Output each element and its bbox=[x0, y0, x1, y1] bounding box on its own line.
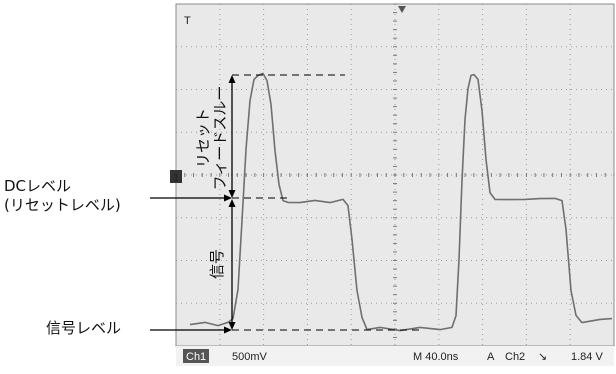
ch1-marker-label: 1 bbox=[173, 172, 179, 184]
dc-level-label-line2: (リセットレベル) bbox=[4, 196, 121, 214]
arrowhead-up-1 bbox=[228, 75, 236, 83]
trigger-source: Ch2 bbox=[505, 351, 525, 363]
timebase: M 40.0ns bbox=[413, 351, 459, 363]
channel-badge bbox=[183, 349, 209, 363]
trigger-position-marker bbox=[398, 6, 406, 13]
signal-level-label: 信号レベル bbox=[46, 319, 122, 337]
trigger-slope-icon: ↘ bbox=[538, 351, 547, 363]
dc-level-leader-arrowhead bbox=[224, 194, 232, 202]
dc-level-label-line1: DCレベル bbox=[4, 177, 72, 195]
trigger-mode: A bbox=[487, 351, 495, 363]
reset-label-rotated: リセット bbox=[194, 108, 212, 168]
arrowhead-down-1 bbox=[228, 190, 236, 198]
signal-level-leader-arrowhead bbox=[224, 326, 232, 334]
channel-badge-label: Ch1 bbox=[186, 351, 206, 363]
trigger-marker-label: T bbox=[184, 15, 191, 27]
volts-per-div: 500mV bbox=[232, 351, 268, 363]
arrowhead-up-2 bbox=[228, 199, 236, 207]
graticule-ticks bbox=[175, 3, 615, 347]
signal-label-rotated: 信号 bbox=[208, 249, 226, 279]
trigger-level: 1.84 V bbox=[571, 351, 603, 363]
ch1-ground-marker bbox=[170, 170, 182, 183]
waveform-trace bbox=[189, 72, 613, 332]
feedthrough-label-rotated: フィードスルー bbox=[211, 86, 229, 191]
status-bar bbox=[176, 346, 614, 366]
arrowhead-down-2 bbox=[228, 322, 236, 330]
dc-level-label: DCレベル (リセットレベル) bbox=[4, 177, 121, 215]
